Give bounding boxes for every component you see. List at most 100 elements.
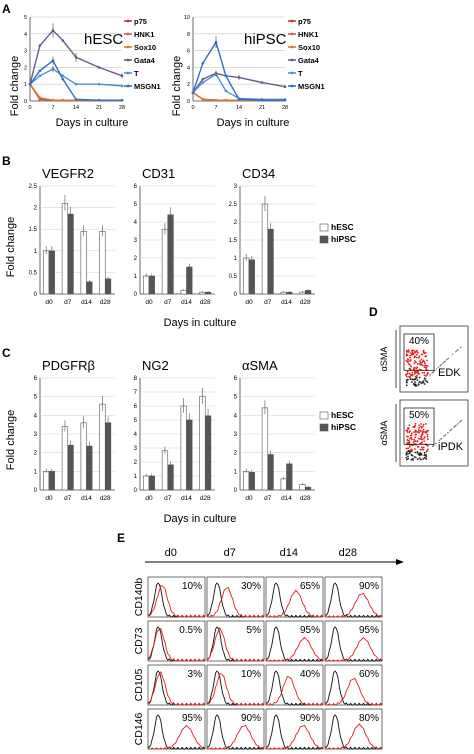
x-tick-label: d14 — [81, 299, 92, 306]
isotype-histogram — [147, 714, 206, 750]
dot — [449, 430, 451, 432]
dot — [414, 456, 417, 459]
subplot-title: PDGFRβ — [42, 358, 95, 373]
bar — [199, 291, 206, 295]
panel-b-bar-charts: Fold change Days in culture VEGFR2 0 0.5 1 1… — [5, 166, 356, 329]
x-tick-label: 7 — [51, 105, 54, 111]
dot — [443, 435, 445, 437]
dot — [420, 423, 422, 425]
marker-histogram — [206, 673, 265, 706]
dot — [418, 355, 421, 358]
y-tick-label: 5 — [34, 395, 38, 401]
bar — [186, 266, 193, 295]
y-tick-label: 6 — [134, 184, 138, 190]
legend-label: MSGN1 — [298, 82, 325, 91]
dot — [425, 458, 428, 460]
bar — [80, 231, 87, 295]
percent-label: 60% — [359, 669, 379, 680]
dot — [416, 445, 419, 448]
x-tick-label: 28 — [282, 105, 288, 111]
subplot-title: NG2 — [142, 358, 169, 373]
y-tick-label: 3 — [234, 432, 238, 438]
dot — [407, 457, 410, 460]
dot — [414, 377, 417, 380]
gate-percent: 50% — [409, 410, 429, 421]
dot — [460, 419, 463, 422]
y-tick-label: 5 — [234, 395, 238, 401]
dot — [415, 385, 418, 387]
dot — [423, 377, 426, 380]
dot — [418, 380, 421, 383]
dot — [426, 435, 429, 438]
data-point — [38, 96, 42, 99]
legend-marker — [290, 19, 294, 23]
dot — [406, 361, 409, 363]
x-tick-label: d28 — [200, 299, 211, 306]
histogram-frame — [324, 708, 383, 750]
bar — [267, 228, 274, 295]
marker-label: CD140b — [133, 578, 145, 617]
data-point — [28, 82, 32, 86]
dot — [417, 383, 420, 386]
dot — [416, 379, 419, 381]
dot — [417, 453, 420, 456]
y-tick-label: 0.5 — [229, 274, 238, 280]
dot — [412, 349, 415, 352]
dot — [426, 381, 429, 384]
x-tick-label: d7 — [64, 495, 72, 502]
legend-swatch — [319, 411, 329, 420]
panel-a-ylabel-right: Fold change — [171, 56, 183, 117]
data-point — [201, 77, 205, 81]
dot — [418, 424, 421, 427]
subplot-title: CD31 — [142, 166, 175, 181]
bar — [243, 257, 250, 295]
x-tick-label: d14 — [281, 299, 292, 306]
marker-label: CD73 — [133, 627, 145, 654]
y-tick-label: 4 — [24, 32, 27, 38]
x-tick-label: d0 — [245, 495, 253, 502]
bar — [161, 228, 169, 295]
dot — [426, 429, 429, 432]
dot — [456, 423, 458, 425]
x-tick-label: d14 — [281, 495, 292, 502]
dot — [406, 442, 408, 444]
x-tick-label: 21 — [96, 105, 102, 111]
y-tick-label: 4 — [234, 413, 238, 419]
dot — [411, 381, 413, 383]
dot — [437, 366, 440, 368]
dot — [431, 371, 434, 374]
dot — [409, 352, 412, 354]
panel-a-left-title: hESC — [84, 31, 123, 48]
dot — [423, 362, 426, 365]
bar — [299, 484, 306, 491]
y-tick-label: 0 — [134, 292, 138, 298]
legend-label: T — [298, 69, 303, 78]
x-tick-label: d7 — [164, 299, 172, 306]
dot — [405, 379, 408, 382]
panel-label-a: A — [2, 2, 11, 16]
dot — [422, 380, 424, 382]
y-tick-label: 4 — [187, 65, 190, 71]
dot — [452, 353, 454, 355]
legend-marker — [126, 84, 130, 88]
dot — [414, 350, 416, 353]
dotplot-gate — [403, 333, 435, 371]
percent-label: 30% — [241, 581, 261, 592]
x-tick-label: d0 — [45, 495, 53, 502]
y-tick-label: 5 — [24, 15, 27, 21]
dot — [425, 375, 427, 377]
series-line — [29, 59, 122, 101]
dot — [420, 353, 423, 356]
dot — [457, 349, 459, 351]
dot — [417, 437, 420, 440]
dot — [423, 436, 426, 439]
dot — [410, 365, 412, 368]
dot — [415, 356, 418, 359]
percent-label: 90% — [300, 713, 320, 724]
subplot-title: VEGFR2 — [42, 166, 94, 181]
dot — [423, 379, 425, 381]
dot — [424, 457, 427, 459]
dot — [414, 430, 417, 433]
data-point — [201, 81, 205, 84]
panel-e-arrow-head — [396, 559, 404, 565]
